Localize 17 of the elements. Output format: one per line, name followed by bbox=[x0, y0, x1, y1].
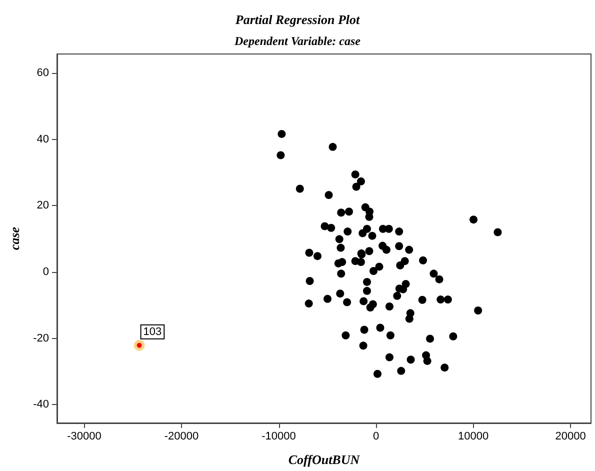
chart-subtitle: Dependent Variable: case bbox=[234, 34, 362, 48]
y-tick-label: 40 bbox=[36, 133, 49, 146]
annotation: 103 bbox=[143, 326, 162, 338]
x-tick-label: 20000 bbox=[555, 430, 586, 442]
x-tick-label: -10000 bbox=[262, 430, 296, 442]
x-tick-label: -20000 bbox=[164, 430, 199, 442]
y-tick-label: 0 bbox=[42, 266, 49, 278]
x-axis-title: CoffOutBUN bbox=[288, 452, 360, 467]
y-tick-label: 20 bbox=[36, 200, 49, 212]
x-tick-label: -30000 bbox=[67, 430, 102, 442]
x-tick-label: 0 bbox=[372, 430, 380, 442]
y-tick-label: 60 bbox=[36, 66, 49, 79]
x-tick-label: 10000 bbox=[458, 430, 489, 442]
y-tick-label: -40 bbox=[33, 398, 49, 411]
y-tick-label: -20 bbox=[33, 332, 49, 344]
chart-title: Partial Regression Plot bbox=[235, 12, 360, 27]
y-axis-title: case bbox=[7, 226, 22, 250]
